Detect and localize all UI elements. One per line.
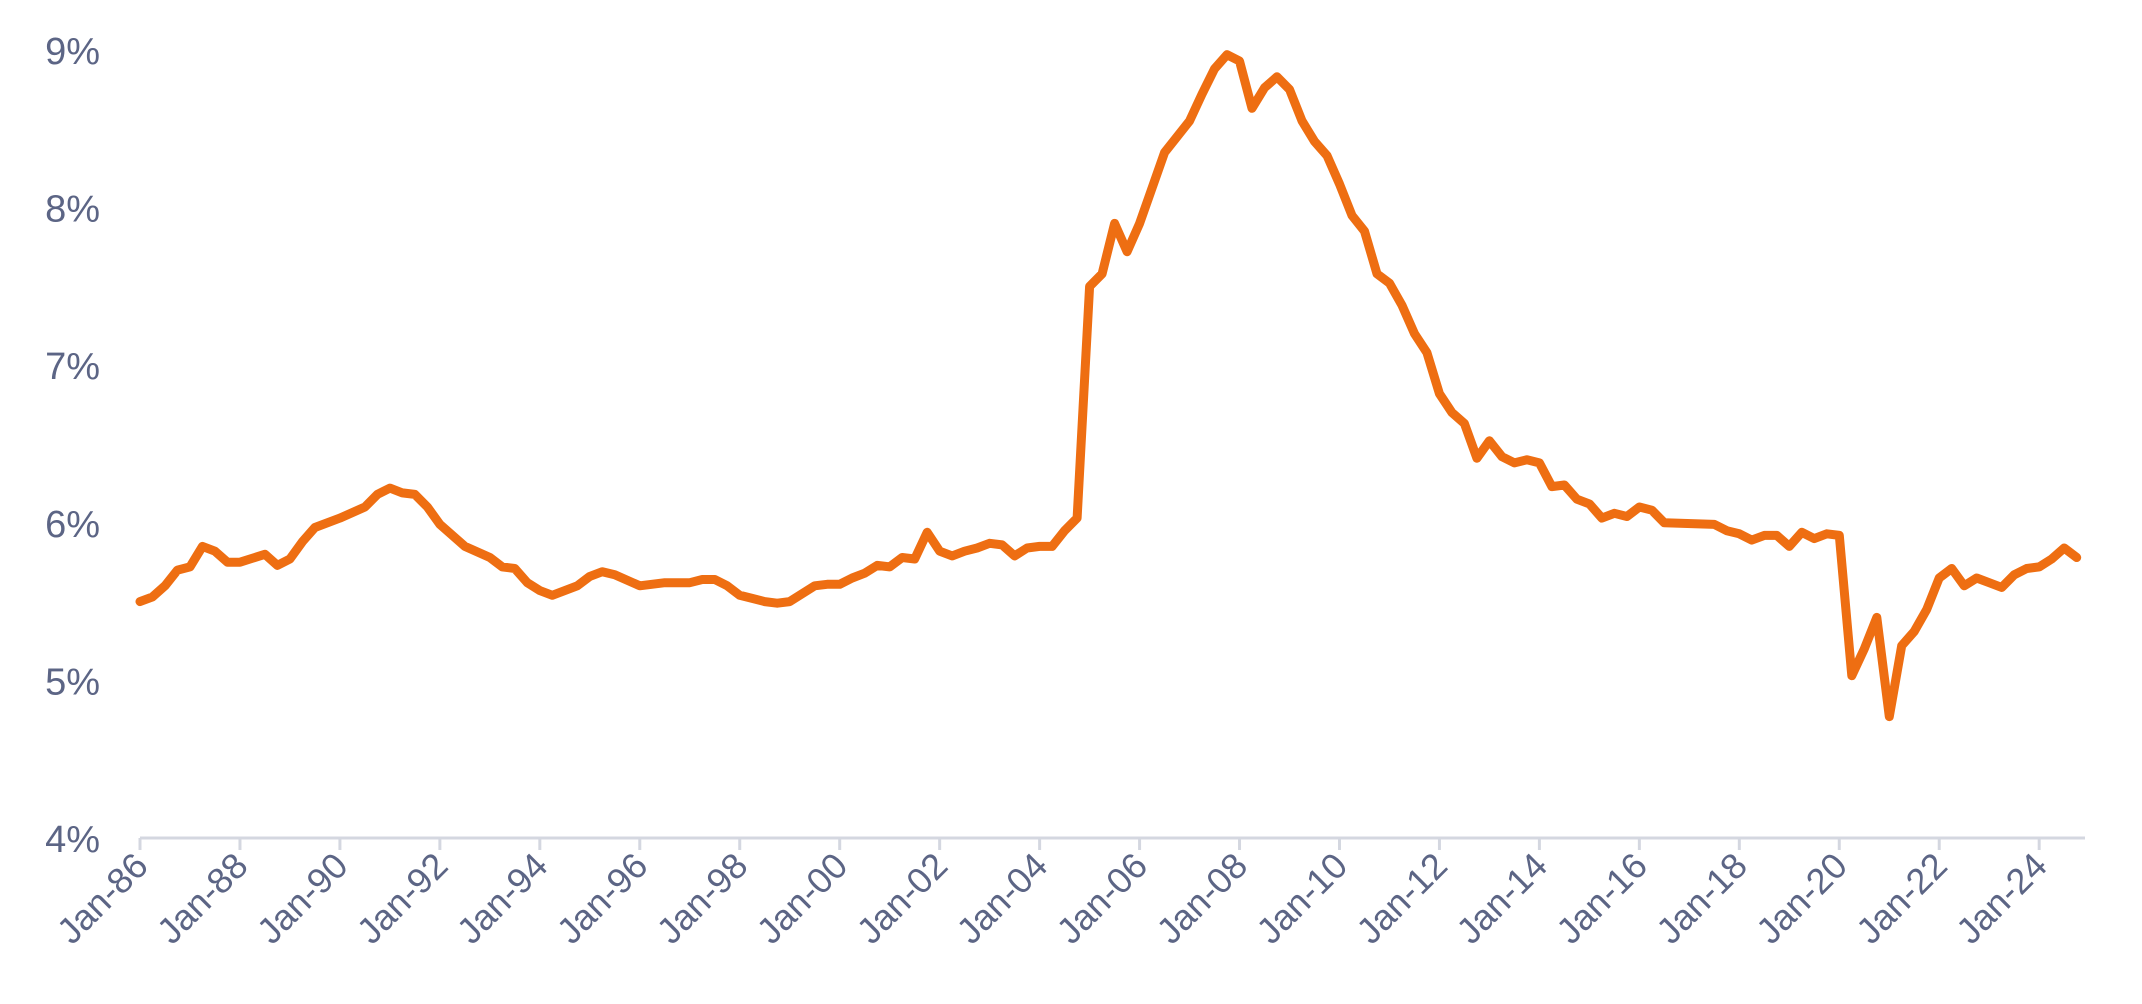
x-tick-label: Jan-02 xyxy=(848,845,955,952)
x-tick-label: Jan-06 xyxy=(1048,845,1155,952)
y-tick-label: 4% xyxy=(45,819,100,861)
x-tick-label: Jan-94 xyxy=(449,845,556,952)
x-tick-label: Jan-24 xyxy=(1948,845,2055,952)
x-tick-label: Jan-04 xyxy=(948,845,1055,952)
x-tick-label: Jan-14 xyxy=(1448,845,1555,952)
x-axis-ticks: Jan-86Jan-88Jan-90Jan-92Jan-94Jan-96Jan-… xyxy=(49,838,2055,951)
y-tick-label: 5% xyxy=(45,661,100,703)
y-tick-label: 6% xyxy=(45,504,100,546)
x-tick-label: Jan-88 xyxy=(149,845,256,952)
x-tick-label: Jan-22 xyxy=(1848,845,1955,952)
y-tick-label: 9% xyxy=(45,31,100,73)
x-tick-label: Jan-10 xyxy=(1248,845,1355,952)
y-tick-label: 8% xyxy=(45,189,100,231)
x-tick-label: Jan-20 xyxy=(1748,845,1855,952)
series-line xyxy=(135,50,2082,722)
x-tick-label: Jan-08 xyxy=(1148,845,1255,952)
x-tick-label: Jan-98 xyxy=(649,845,756,952)
x-tick-label: Jan-00 xyxy=(749,845,856,952)
x-tick-label: Jan-18 xyxy=(1648,845,1755,952)
x-tick-label: Jan-92 xyxy=(349,845,456,952)
x-tick-label: Jan-12 xyxy=(1348,845,1455,952)
y-axis-ticks: 4% 5% 6% 7% 8% 9% xyxy=(45,31,100,861)
x-tick-label: Jan-16 xyxy=(1548,845,1655,952)
y-tick-label: 7% xyxy=(45,346,100,388)
x-tick-label: Jan-96 xyxy=(549,845,656,952)
x-tick-label: Jan-90 xyxy=(249,845,356,952)
